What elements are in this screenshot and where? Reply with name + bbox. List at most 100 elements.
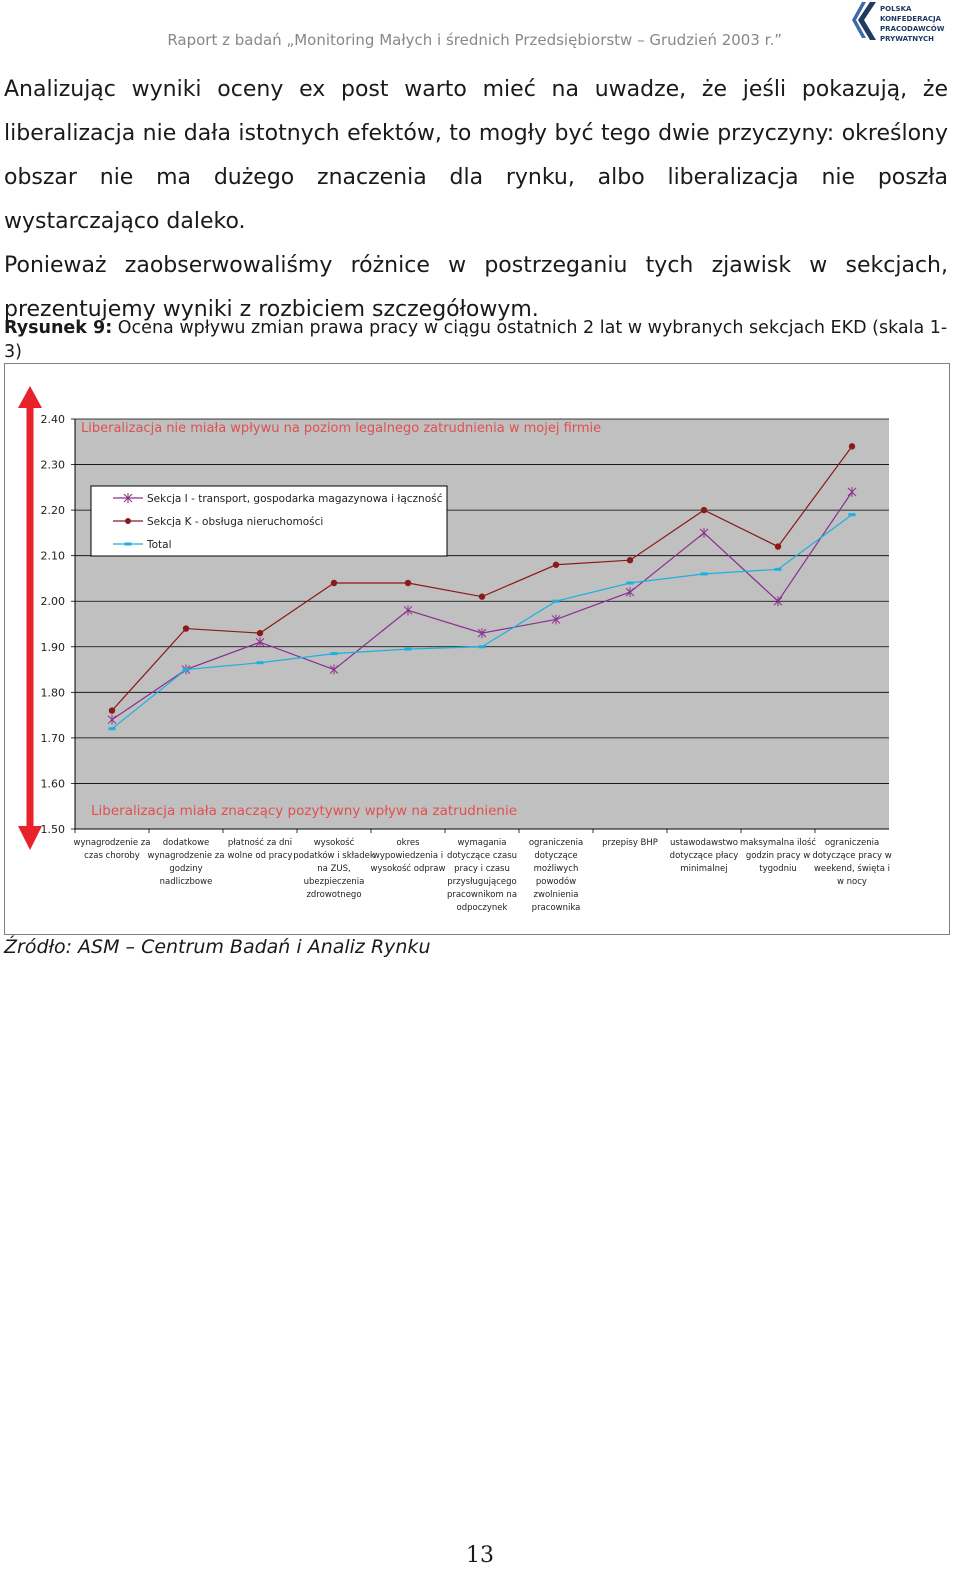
data-point — [330, 652, 338, 656]
data-point — [182, 625, 190, 632]
x-tick-label: dotyczące płacy — [670, 851, 739, 861]
annotation-bottom: Liberalizacja miała znaczący pozytywny w… — [91, 803, 517, 819]
figure-source: Źródło: ASM – Centrum Badań i Analiz Ryn… — [4, 936, 431, 958]
x-tick-label: minimalnej — [680, 864, 727, 874]
data-point — [255, 637, 265, 648]
annotation-top: Liberalizacja nie miała wpływu na poziom… — [81, 421, 601, 436]
body-text: Analizując wyniki oceny ex post warto mi… — [4, 68, 948, 332]
data-point — [774, 543, 782, 550]
data-point — [182, 668, 190, 672]
data-point — [403, 605, 413, 616]
page-header: Raport z badań „Monitoring Małych i śred… — [0, 0, 960, 60]
paragraph: Analizując wyniki oceny ex post warto mi… — [4, 77, 948, 234]
data-point — [478, 593, 486, 600]
x-tick-label: wypowiedzenia i — [373, 851, 443, 861]
data-point — [551, 614, 561, 625]
x-tick-label: dotyczące pracy w — [812, 851, 891, 861]
data-point — [774, 567, 782, 571]
y-tick-label: 2.40 — [41, 413, 66, 426]
data-point — [329, 664, 339, 675]
data-point — [478, 645, 486, 649]
x-tick-label: wysokość — [314, 837, 355, 848]
legend-label: Sekcja I - transport, gospodarka magazyn… — [147, 493, 443, 505]
x-tick-label: wynagrodzenie za — [74, 838, 151, 848]
page-number: 13 — [466, 1543, 494, 1568]
data-point — [847, 486, 857, 497]
x-tick-label: ograniczenia — [825, 838, 879, 848]
legend-marker — [125, 518, 131, 524]
x-tick-label: maksymalna ilość — [740, 837, 816, 848]
x-tick-label: wymagania — [457, 838, 506, 848]
data-point — [700, 506, 708, 514]
figure-caption: Rysunek 9: Ocena wpływu zmian prawa prac… — [4, 316, 950, 364]
x-tick-label: zwolnienia — [534, 890, 579, 900]
x-tick-label: nadliczbowe — [160, 877, 213, 887]
x-tick-label: godzin pracy w — [746, 851, 810, 861]
logo-line: PRYWATNYCH — [880, 35, 934, 43]
legend-marker — [123, 493, 133, 503]
x-tick-label: powodów — [536, 876, 576, 887]
data-point — [108, 727, 116, 731]
x-tick-label: odpoczynek — [457, 903, 508, 913]
x-tick-label: tygodniu — [759, 864, 797, 874]
y-tick-label: 1.80 — [41, 686, 66, 699]
x-tick-label: pracy i czasu — [454, 864, 510, 874]
x-tick-label: ubezpieczenia — [304, 877, 365, 887]
data-point — [848, 513, 856, 517]
x-tick-label: czas choroby — [84, 851, 140, 861]
x-tick-label: dotyczące — [534, 851, 577, 861]
y-tick-label: 1.90 — [41, 641, 66, 654]
logo-text: POLSKA KONFEDERACJA PRACODAWCÓW PRYWATNY… — [880, 4, 944, 44]
data-point — [256, 661, 264, 665]
data-point — [108, 707, 116, 714]
legend-label: Sekcja K - obsługa nieruchomości — [147, 516, 323, 528]
data-point — [626, 557, 634, 564]
logo-line: PRACODAWCÓW — [880, 25, 945, 33]
x-tick-label: na ZUS, — [317, 864, 350, 874]
y-tick-label: 2.10 — [41, 550, 66, 563]
caption-text: Ocena wpływu zmian prawa pracy w ciągu o… — [4, 318, 948, 362]
data-point — [404, 647, 412, 651]
data-point — [552, 561, 560, 568]
y-tick-label: 2.20 — [41, 504, 66, 517]
data-point — [330, 579, 338, 587]
data-point — [477, 628, 487, 639]
data-point — [256, 629, 264, 637]
data-point — [625, 587, 635, 598]
data-point — [404, 579, 412, 587]
x-tick-label: przysługującego — [447, 877, 516, 887]
arrow-up-icon — [18, 386, 42, 408]
x-tick-label: wysokość odpraw — [371, 863, 446, 874]
data-point — [773, 596, 783, 607]
report-title: Raport z badań „Monitoring Małych i śred… — [167, 31, 782, 49]
x-tick-label: pracownika — [532, 903, 581, 913]
paragraph: Ponieważ zaobserwowaliśmy różnice w post… — [4, 253, 948, 322]
y-tick-label: 1.70 — [41, 732, 66, 745]
data-point — [626, 581, 634, 585]
arrow-down-icon — [18, 826, 42, 850]
line-chart: 1.50 1.60 1.70 1.80 1.90 2.00 2.10 2.20 2.30 2.40… — [18, 386, 892, 913]
x-tick-label: płatność za dni — [228, 837, 292, 848]
x-tick-label: podatków i składek — [293, 850, 375, 861]
x-tick-label: dodatkowe — [163, 838, 210, 848]
data-point — [552, 599, 560, 603]
x-tick-label: okres — [396, 838, 420, 848]
x-tick-label: możliwych — [534, 864, 579, 874]
logo-line: KONFEDERACJA — [880, 15, 942, 23]
pkpp-logo-icon — [852, 2, 876, 40]
x-tick-label: ograniczenia — [529, 838, 583, 848]
x-tick-label: w nocy — [837, 877, 867, 887]
x-tick-label: wynagrodzenie za — [148, 851, 225, 861]
logo-line: POLSKA — [880, 5, 912, 13]
data-point — [107, 714, 117, 725]
y-tick-label: 2.00 — [41, 595, 66, 608]
x-tick-label: godziny — [169, 864, 202, 874]
x-tick-label: dotyczące czasu — [447, 851, 517, 861]
caption-label: Rysunek 9: — [4, 318, 113, 338]
x-tick-label: przepisy BHP — [602, 838, 658, 848]
x-tick-label: pracownikom na — [447, 890, 517, 900]
data-point — [699, 527, 709, 538]
data-point — [700, 572, 708, 576]
legend-marker — [124, 542, 132, 546]
x-tick-label: wolne od pracy — [228, 851, 293, 861]
